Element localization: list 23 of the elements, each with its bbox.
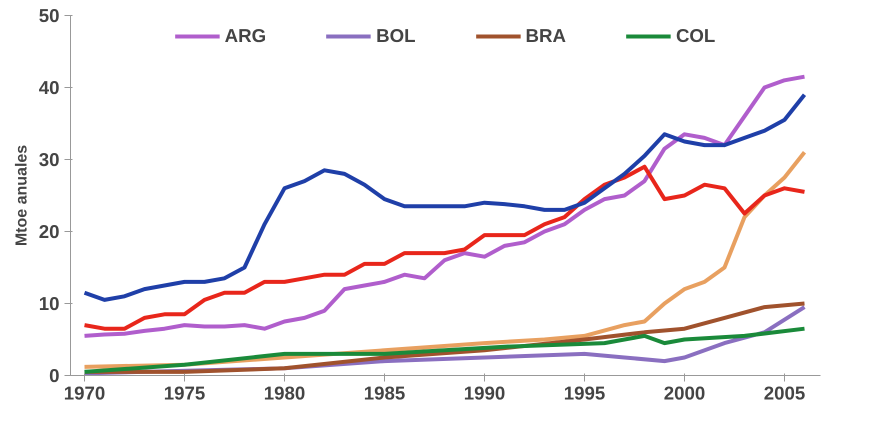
- x-tick-label: 2005: [764, 382, 806, 404]
- legend-label: BOL: [376, 25, 416, 47]
- x-tick-label: 1995: [564, 382, 606, 404]
- x-tick-label: 1985: [364, 382, 406, 404]
- y-tick-label: 20: [38, 221, 60, 242]
- y-tick-label: 40: [38, 77, 60, 98]
- legend-label: COL: [676, 25, 716, 47]
- x-tick-label: 2000: [664, 382, 706, 404]
- legend-label: BRA: [526, 25, 566, 47]
- y-axis-title: Mtoe anuales: [14, 144, 31, 246]
- y-tick-label: 0: [49, 365, 60, 386]
- x-tick-label: 1980: [264, 382, 306, 404]
- line-series: [82, 164, 806, 331]
- line-series: [82, 92, 806, 302]
- x-tick-label: 1990: [464, 382, 506, 404]
- y-tick-label: 50: [38, 5, 60, 26]
- x-tick-label: 1970: [64, 382, 106, 404]
- legend-label: ARG: [224, 25, 266, 47]
- y-tick-label: 10: [38, 293, 60, 314]
- y-tick-label: 30: [38, 149, 60, 170]
- line-series: [82, 326, 806, 374]
- x-tick-label: 1975: [164, 382, 206, 404]
- line-series: [82, 74, 806, 338]
